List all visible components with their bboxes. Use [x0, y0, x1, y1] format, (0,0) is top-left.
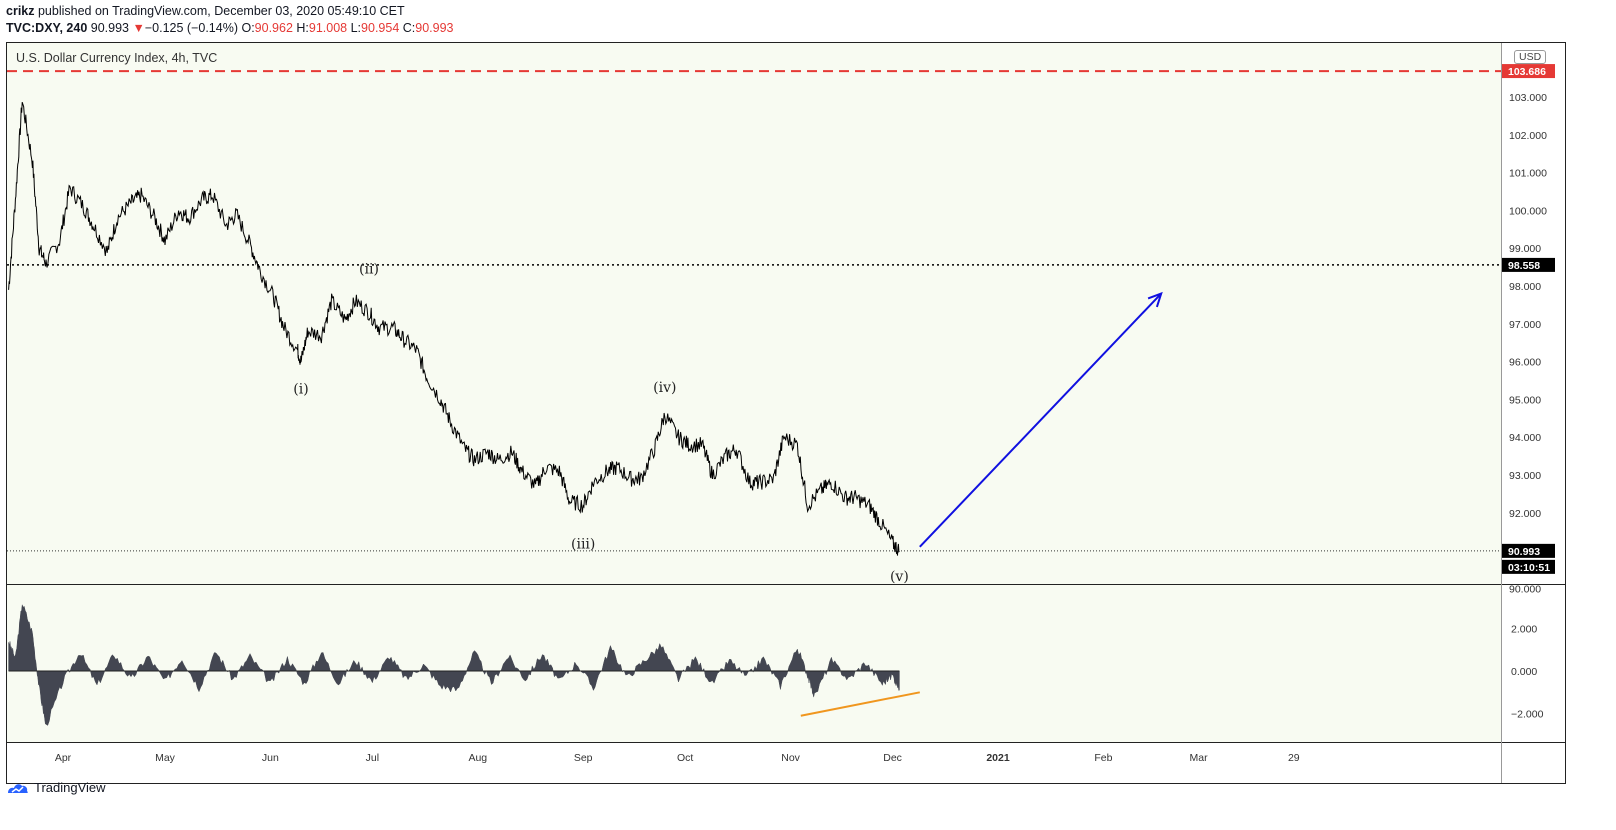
tradingview-logo-icon: [8, 783, 28, 793]
time-tick-1: May: [155, 752, 176, 764]
wave-label-2: (iii): [571, 537, 595, 553]
price-tick-3: 100.000: [1509, 205, 1547, 217]
level-badge-1: [1502, 257, 1555, 272]
oscillator-area: [8, 603, 900, 726]
symbol-label: TVC:DXY, 240: [6, 21, 88, 35]
low-value: 90.954: [361, 21, 400, 35]
publish-text: published on TradingView.com, December 0…: [34, 4, 405, 18]
time-tick-12: 29: [1288, 752, 1300, 764]
time-tick-0: Apr: [55, 752, 72, 764]
level-badge-text-1: 98.558: [1508, 260, 1540, 272]
osc-tick-0: 2.000: [1511, 623, 1537, 635]
brand-name: TradingView: [34, 780, 106, 795]
main-pane-bg: [7, 43, 1501, 584]
divergence-line: [800, 691, 920, 717]
price-tick-2: 101.000: [1509, 168, 1547, 180]
price-tick-10: 93.000: [1509, 470, 1541, 482]
high-value: 91.008: [308, 21, 348, 35]
price-change: −0.125 (−0.14%): [144, 21, 238, 35]
currency-badge[interactable]: USD: [1514, 50, 1547, 64]
wave-label-3: (iv): [653, 380, 676, 396]
wave-label-4: (v): [890, 569, 909, 585]
open-value: 90.962: [254, 21, 293, 35]
footer-brand[interactable]: TradingView: [6, 780, 106, 795]
time-tick-11: Mar: [1190, 752, 1209, 764]
price-tick-8: 95.000: [1509, 394, 1541, 406]
author-name[interactable]: crikz: [6, 4, 35, 18]
time-tick-2: Jun: [262, 752, 279, 764]
high-label: H:: [296, 21, 309, 35]
projection-arrow-line: [919, 292, 1162, 548]
time-tick-6: Oct: [677, 752, 693, 764]
last-price: 90.993: [90, 21, 129, 35]
price-tick-11: 92.000: [1509, 508, 1541, 520]
level-badge-0: [1502, 64, 1555, 79]
osc-tick-1: 0.000: [1511, 666, 1537, 678]
price-tick-4: 99.000: [1509, 243, 1541, 255]
last-price-badge-text: 90.993: [1508, 546, 1540, 558]
time-tick-4: Aug: [468, 752, 487, 764]
price-tick-0: 103.000: [1509, 92, 1547, 104]
ohlc-legend: TVC:DXY, 240 90.993 ▼−0.125 (−0.14%) O:9…: [6, 21, 454, 35]
time-tick-9: 2021: [986, 752, 1010, 764]
time-tick-3: Jul: [366, 752, 379, 764]
wave-label-1: (ii): [359, 262, 379, 278]
price-tick-7: 96.000: [1509, 357, 1541, 369]
publish-info: crikz published on TradingView.com, Dece…: [6, 4, 405, 18]
countdown-badge-text: 03:10:51: [1508, 562, 1550, 574]
wave-label-0: (i): [293, 382, 308, 398]
time-tick-10: Feb: [1094, 752, 1112, 764]
price-tick-5: 98.000: [1509, 281, 1541, 293]
oscillator-pane-bg: [7, 585, 1501, 742]
price-tick-9: 94.000: [1509, 432, 1541, 444]
close-value: 90.993: [415, 21, 454, 35]
down-arrow-icon: ▼: [132, 21, 145, 35]
chart-canvas[interactable]: (i) (ii) (iii) (iv) (v) 103.000 102.000 101.000…: [7, 43, 1565, 783]
price-tick-13: 90.000: [1509, 583, 1541, 595]
price-tick-6: 97.000: [1509, 319, 1541, 331]
time-tick-8: Dec: [883, 752, 902, 764]
time-tick-7: Nov: [781, 752, 800, 764]
price-series-line: [8, 101, 900, 556]
price-tick-1: 102.000: [1509, 130, 1547, 142]
countdown-badge: [1502, 559, 1555, 574]
open-label: O:: [241, 21, 255, 35]
last-price-badge: [1502, 543, 1555, 558]
level-badge-text-0: 103.686: [1508, 66, 1546, 78]
close-label: C:: [402, 21, 416, 35]
osc-tick-2: −2.000: [1511, 709, 1544, 721]
low-label: L:: [350, 21, 362, 35]
projection-arrowhead-icon: [1147, 291, 1163, 308]
chart-title: U.S. Dollar Currency Index, 4h, TVC: [16, 51, 218, 65]
time-tick-5: Sep: [574, 752, 593, 764]
